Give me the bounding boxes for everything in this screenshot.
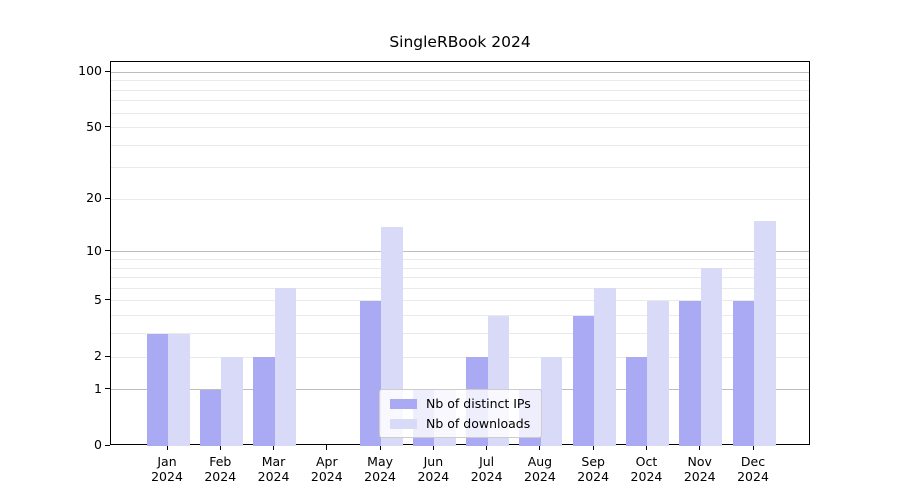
bar-feb-distinct-ips xyxy=(199,389,222,446)
x-tick-label: Oct 2024 xyxy=(614,454,678,484)
bar-jan-downloads xyxy=(168,333,190,446)
bar-oct-distinct-ips xyxy=(625,357,648,446)
x-tick-month: Oct xyxy=(635,454,658,469)
legend-label-distinct-ips: Nb of distinct IPs xyxy=(426,396,531,411)
x-tick-year: 2024 xyxy=(577,469,610,484)
x-tick-label: Mar 2024 xyxy=(242,454,306,484)
bar-may-distinct-ips xyxy=(359,300,382,446)
gridline xyxy=(111,287,809,289)
x-tick-mark xyxy=(326,445,328,450)
x-tick-year: 2024 xyxy=(310,469,343,484)
bar-nov-distinct-ips xyxy=(679,300,701,446)
y-tick-label: 50 xyxy=(86,118,102,134)
x-tick-label: Apr 2024 xyxy=(295,454,359,484)
x-tick-label: Sep 2024 xyxy=(561,454,625,484)
x-tick-year: 2024 xyxy=(204,469,237,484)
gridline xyxy=(111,80,809,82)
gridline xyxy=(111,167,809,169)
x-tick-label: Jul 2024 xyxy=(455,454,519,484)
x-tick-label: Dec 2024 xyxy=(721,454,785,484)
bar-mar-downloads xyxy=(274,288,297,446)
x-tick-month: Mar xyxy=(261,454,286,469)
gridline xyxy=(111,198,809,200)
gridline xyxy=(111,100,809,102)
gridline xyxy=(111,315,809,317)
gridline xyxy=(111,300,809,302)
bar-sep-distinct-ips xyxy=(572,315,595,446)
y-tick-label: 100 xyxy=(78,63,102,79)
x-tick-year: 2024 xyxy=(470,469,503,484)
y-tick-label: 5 xyxy=(94,291,102,307)
gridline xyxy=(111,267,809,269)
x-tick-month: Jul xyxy=(479,454,495,469)
x-tick-year: 2024 xyxy=(417,469,450,484)
x-tick-year: 2024 xyxy=(737,469,769,484)
x-tick-year: 2024 xyxy=(257,469,290,484)
x-tick-month: Apr xyxy=(316,454,338,469)
gridline xyxy=(111,144,809,146)
plot-area: Nb of distinct IPs Nb of downloads xyxy=(110,61,810,446)
x-tick-month: Jun xyxy=(423,454,444,469)
x-tick-year: 2024 xyxy=(151,469,183,484)
x-tick-label: May 2024 xyxy=(348,454,412,484)
x-tick-year: 2024 xyxy=(683,469,716,484)
bar-feb-downloads xyxy=(221,357,243,446)
x-tick-label: Jan 2024 xyxy=(135,454,199,484)
legend-swatch-downloads xyxy=(390,418,417,429)
chart-title: SingleRBook 2024 xyxy=(389,33,531,51)
gridline xyxy=(111,277,809,279)
bar-oct-downloads xyxy=(647,300,669,446)
y-tick-label: 0 xyxy=(94,437,102,452)
x-tick-month: Sep xyxy=(581,454,605,469)
x-tick-month: Dec xyxy=(740,454,766,469)
gridline xyxy=(111,333,809,335)
y-tick-label: 2 xyxy=(94,348,102,364)
x-tick-month: Jan xyxy=(157,454,177,469)
gridline xyxy=(111,89,809,91)
bar-dec-distinct-ips xyxy=(732,300,754,446)
x-tick-month: May xyxy=(367,454,393,469)
gridline xyxy=(111,251,809,253)
gridline xyxy=(111,71,809,73)
y-tick-label: 20 xyxy=(86,190,102,206)
gridline xyxy=(111,127,809,129)
bar-sep-downloads xyxy=(594,288,616,446)
y-tick-label: 10 xyxy=(86,242,102,258)
legend-label-downloads: Nb of downloads xyxy=(426,416,531,431)
x-tick-year: 2024 xyxy=(630,469,663,484)
x-tick-year: 2024 xyxy=(364,469,396,484)
bars-layer xyxy=(111,62,809,446)
x-tick-label: Aug 2024 xyxy=(508,454,572,484)
bar-nov-downloads xyxy=(700,268,723,446)
x-tick-label: Nov 2024 xyxy=(668,454,732,484)
gridline xyxy=(111,112,809,114)
y-tick-label: 1 xyxy=(94,380,102,396)
x-tick-month: Aug xyxy=(527,454,553,469)
gridline xyxy=(111,259,809,261)
x-tick-month: Feb xyxy=(209,454,232,469)
legend-item-downloads: Nb of downloads xyxy=(390,416,531,431)
x-tick-label: Feb 2024 xyxy=(188,454,252,484)
bar-mar-distinct-ips xyxy=(253,357,275,446)
bar-dec-downloads xyxy=(754,221,776,446)
x-tick-label: Jun 2024 xyxy=(401,454,465,484)
bar-jan-distinct-ips xyxy=(146,333,168,446)
x-tick-year: 2024 xyxy=(524,469,556,484)
bar-aug-downloads xyxy=(540,357,563,446)
legend: Nb of distinct IPs Nb of downloads xyxy=(379,389,542,438)
x-tick-month: Nov xyxy=(687,454,712,469)
legend-swatch-distinct-ips xyxy=(390,398,417,409)
legend-item-distinct-ips: Nb of distinct IPs xyxy=(390,396,531,411)
gridline xyxy=(111,356,809,358)
